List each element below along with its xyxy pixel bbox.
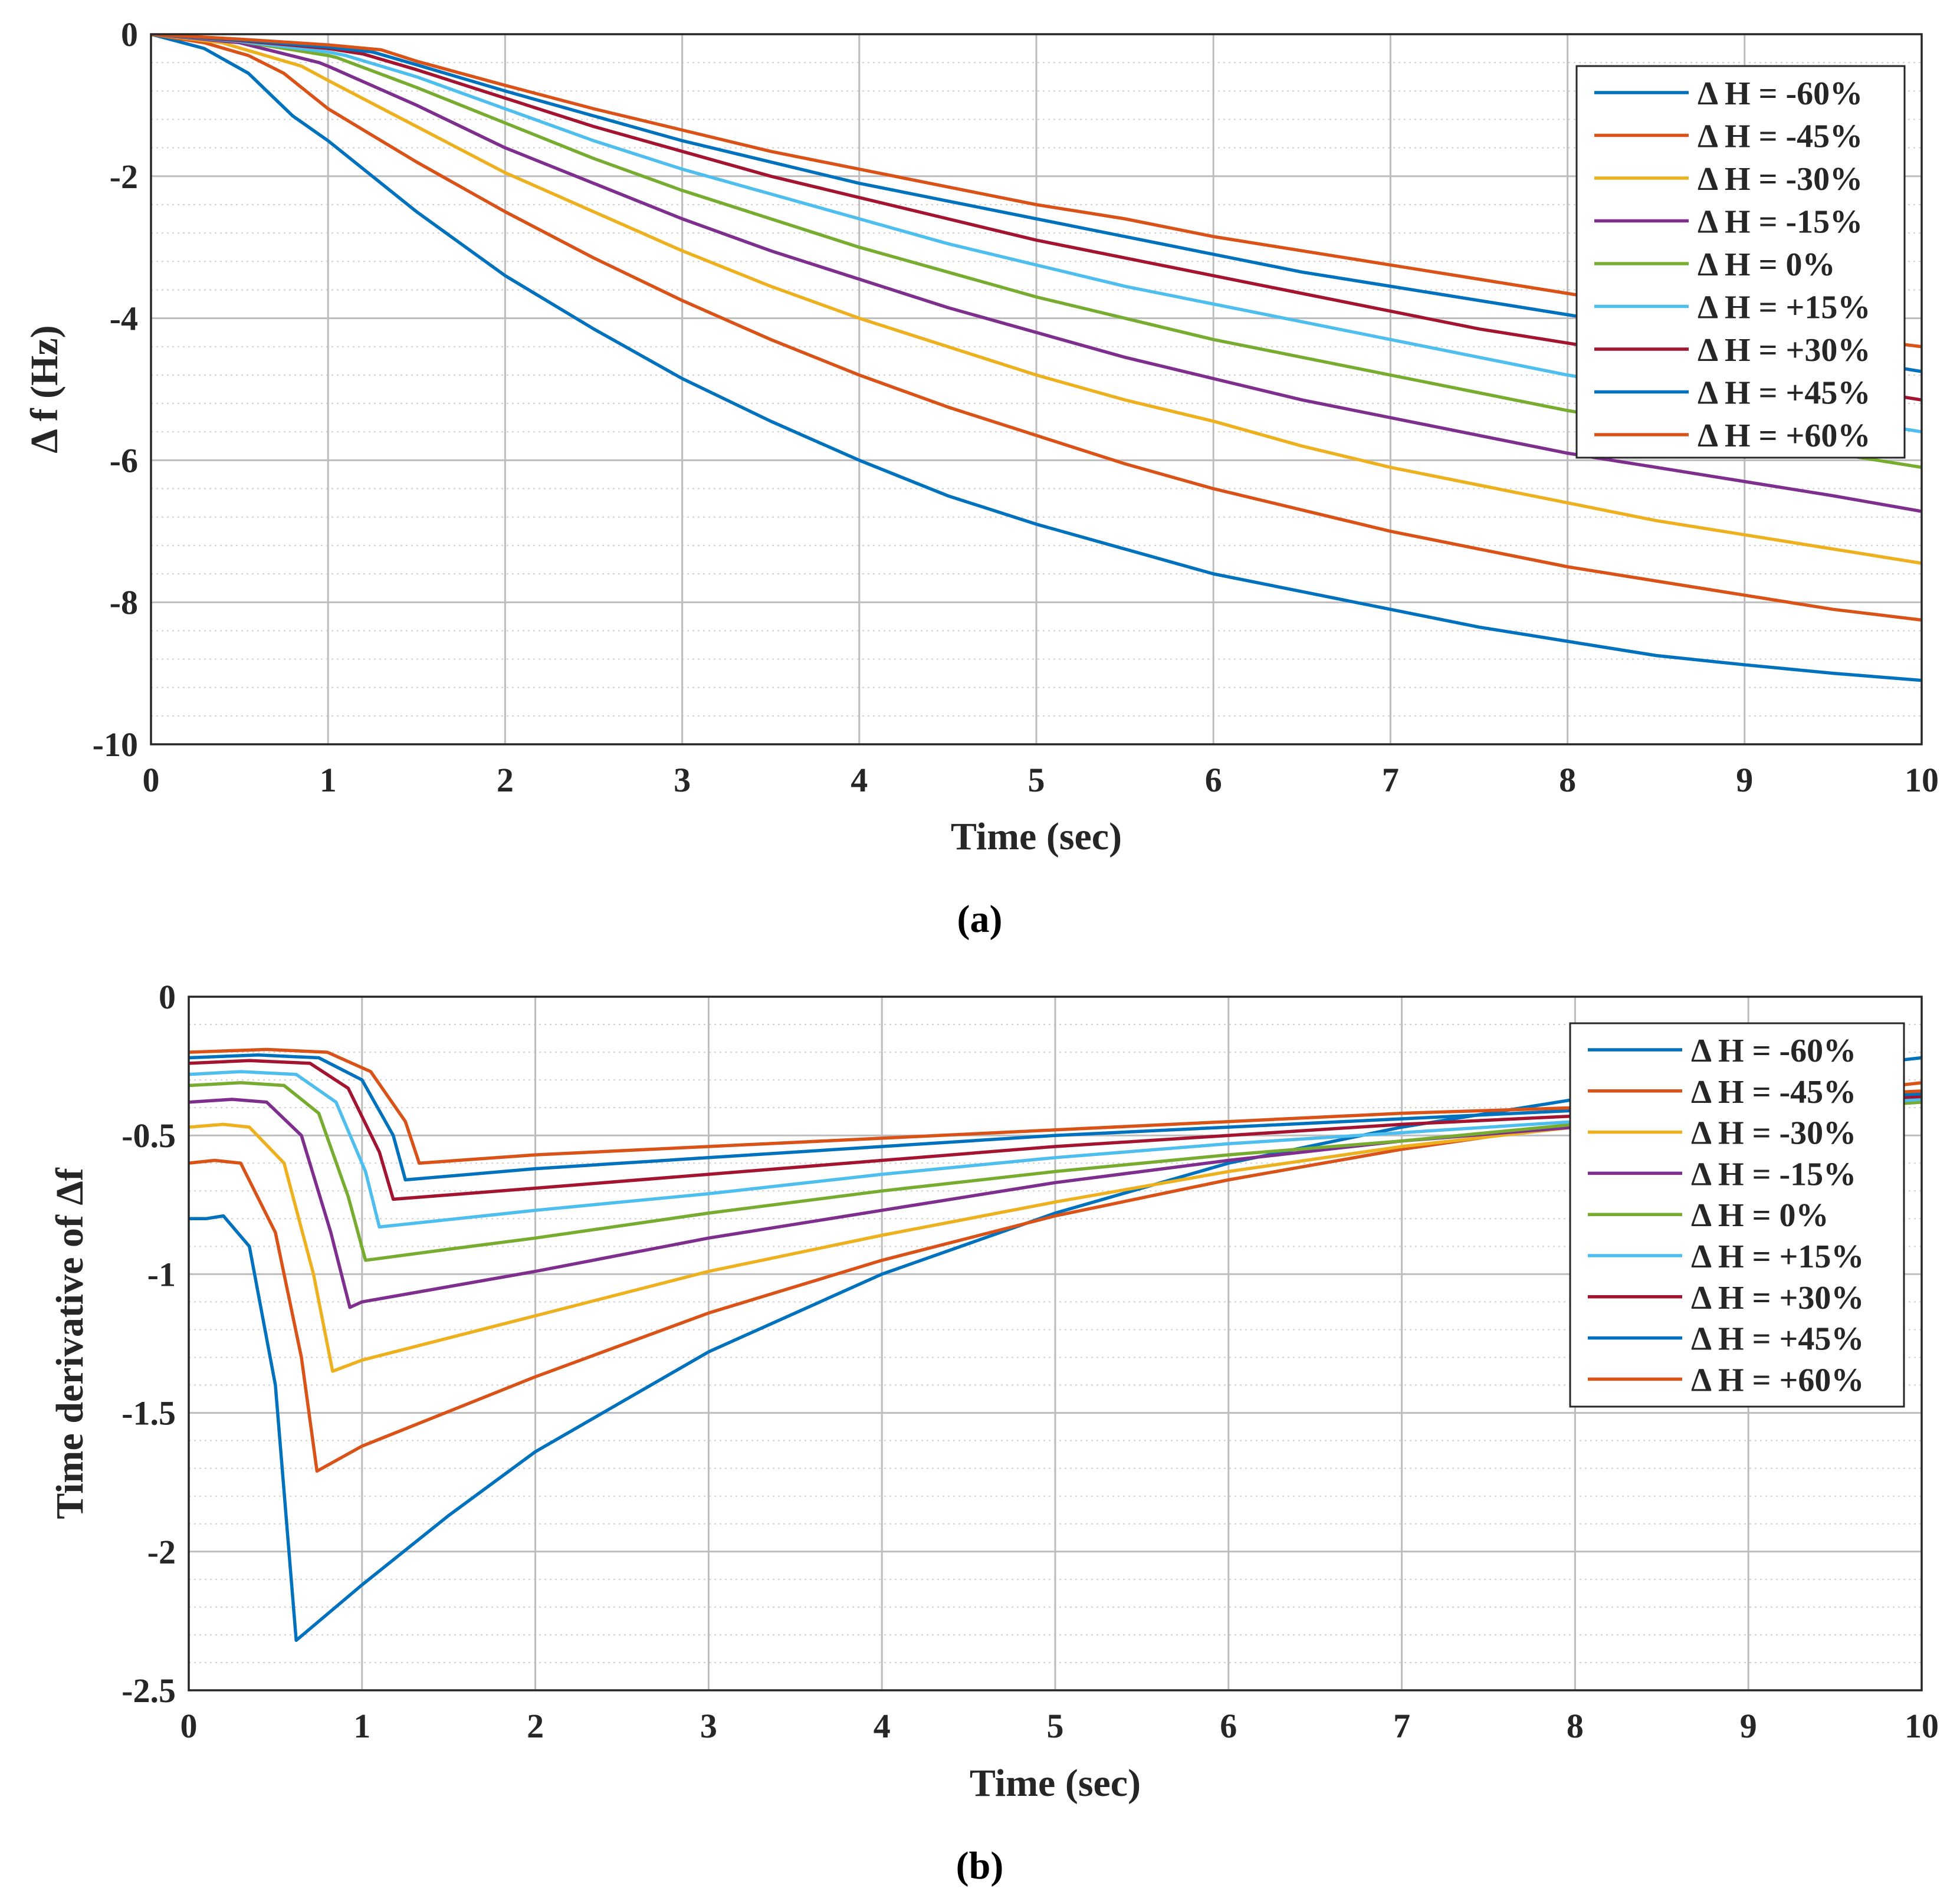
y-tick-label: -1.5	[122, 1394, 176, 1433]
y-tick-label: -2.5	[122, 1671, 176, 1710]
series-line	[151, 34, 1922, 513]
panel-caption: (a)	[957, 898, 1003, 941]
series-line	[189, 1047, 1922, 1165]
y-tick-label: -10	[93, 725, 138, 764]
x-tick-label: 8	[1559, 761, 1576, 799]
legend: Δ H = -60% Δ H = -45% Δ H = -30% Δ H = -15%…	[1569, 1022, 1905, 1408]
x-tick-label: 9	[1736, 761, 1753, 799]
x-tick-label: 0	[180, 1707, 198, 1745]
legend-entry: Δ H = 0%	[1691, 1197, 1829, 1234]
legend-entry: Δ H = -45%	[1691, 1074, 1856, 1111]
legend-entry: Δ H = +30%	[1691, 1280, 1864, 1316]
legend-entry: Δ H = +60%	[1698, 418, 1870, 454]
series-line	[189, 1056, 1922, 1643]
x-tick-label: 2	[497, 761, 514, 799]
x-tick-label: 4	[874, 1707, 891, 1745]
legend-entry: Δ H = -15%	[1698, 204, 1863, 241]
x-tick-label: 9	[1740, 1707, 1757, 1745]
y-tick-label: -6	[110, 441, 138, 479]
x-tick-label: 2	[527, 1707, 544, 1745]
legend-entry: Δ H = -30%	[1698, 161, 1863, 198]
x-tick-label: 4	[851, 761, 868, 799]
x-tick-label: 3	[674, 761, 691, 799]
y-tick-label: -8	[110, 583, 138, 622]
y-tick-label: -4	[110, 300, 138, 338]
x-tick-label: 0	[143, 761, 160, 799]
x-tick-label: 6	[1220, 1707, 1237, 1745]
chart-panel-a: 0 1 2 3 4 5 6 7 8 9 10 0 -2 -4 -6 -8 -10 Time (sec) Δ f (H…	[23, 15, 1939, 941]
x-tick-label: 1	[320, 761, 337, 799]
y-tick-label: -2	[147, 1533, 176, 1571]
y-tick-label: -0.5	[122, 1116, 176, 1155]
chart-panel-b: 0 1 2 3 4 5 6 7 8 9 10 0 -0.5 -1 -1.5 -2 -2.5 Time (sec) T…	[48, 978, 1939, 1887]
axes-box	[188, 996, 1923, 1691]
series-line	[189, 1059, 1922, 1201]
series-line	[189, 1070, 1922, 1229]
series-line	[151, 34, 1922, 622]
x-tick-label: 1	[353, 1707, 370, 1745]
legend-entry: Δ H = +15%	[1698, 290, 1870, 326]
series-line	[189, 1053, 1922, 1182]
series-line	[151, 34, 1922, 565]
panel-caption: (b)	[956, 1844, 1004, 1887]
legend-entry: Δ H = -60%	[1691, 1033, 1856, 1069]
x-axis-label: Time (sec)	[951, 815, 1122, 858]
x-tick-label: 7	[1393, 1707, 1410, 1745]
x-tick-label: 6	[1205, 761, 1222, 799]
legend-entry: Δ H = +45%	[1691, 1321, 1864, 1358]
legend-entry: Δ H = 0%	[1698, 247, 1836, 283]
x-tick-label: 10	[1905, 761, 1939, 799]
x-tick-label: 10	[1905, 1707, 1939, 1745]
y-axis-label: Time derivative of Δf	[48, 1167, 91, 1519]
series-line	[151, 34, 1922, 682]
legend-entry: Δ H = -15%	[1691, 1156, 1856, 1193]
x-tick-label: 8	[1567, 1707, 1584, 1745]
series-line	[189, 1092, 1922, 1373]
x-tick-label: 5	[1047, 1707, 1064, 1745]
legend-entry: Δ H = +60%	[1691, 1362, 1864, 1398]
y-tick-label: 0	[159, 978, 176, 1016]
y-tick-label: 0	[121, 15, 138, 54]
x-axis-label: Time (sec)	[970, 1762, 1141, 1805]
legend-entry: Δ H = -60%	[1698, 75, 1863, 112]
legend-entry: Δ H = -30%	[1691, 1115, 1856, 1152]
x-tick-label: 7	[1382, 761, 1399, 799]
legend: Δ H = -60% Δ H = -45% Δ H = -30% Δ H = -15%…	[1575, 65, 1906, 459]
legend-entry: Δ H = +45%	[1698, 375, 1870, 412]
y-axis-label: Δ f (Hz)	[23, 325, 66, 453]
legend-entry: Δ H = -45%	[1698, 119, 1863, 155]
x-tick-label: 5	[1028, 761, 1045, 799]
y-tick-label: -2	[110, 157, 138, 196]
y-tick-label: -1	[147, 1255, 176, 1293]
x-tick-label: 3	[700, 1707, 717, 1745]
legend-entry: Δ H = +30%	[1698, 332, 1870, 369]
legend-entry: Δ H = +15%	[1691, 1239, 1864, 1275]
series-line	[189, 1081, 1922, 1262]
axes-box	[150, 33, 1923, 745]
